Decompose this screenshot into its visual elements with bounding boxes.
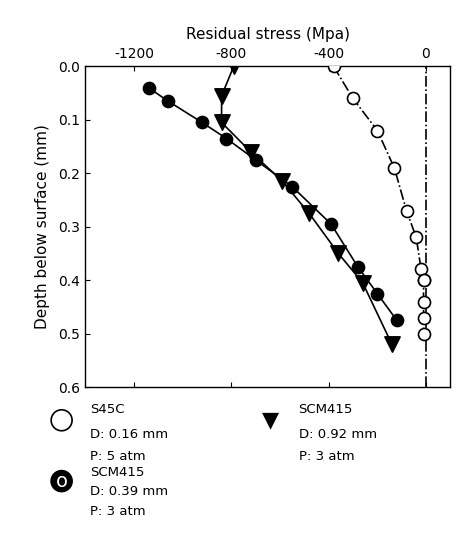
Point [403, 206, 410, 215]
Point [145, 84, 152, 92]
Text: P: 3 atm: P: 3 atm [90, 505, 146, 518]
Point [164, 97, 172, 106]
Point [420, 329, 428, 338]
Text: SCM415: SCM415 [299, 403, 353, 416]
Point [223, 134, 230, 143]
Point [359, 279, 366, 288]
Point [218, 118, 225, 127]
Text: SCM415: SCM415 [90, 466, 145, 479]
Point [279, 177, 286, 186]
X-axis label: Residual stress (Mpa): Residual stress (Mpa) [186, 27, 350, 42]
Text: o: o [55, 472, 68, 491]
Point [420, 297, 428, 306]
Point [330, 62, 337, 71]
Text: D: 0.92 mm: D: 0.92 mm [299, 427, 377, 441]
Point [374, 126, 381, 135]
Point [349, 94, 357, 103]
Point [388, 340, 396, 349]
Point [374, 289, 381, 298]
Y-axis label: Depth below surface (mm): Depth below surface (mm) [35, 124, 50, 329]
Point [335, 249, 342, 258]
Point [327, 220, 335, 228]
Text: P: 3 atm: P: 3 atm [299, 450, 354, 463]
Point [391, 164, 398, 173]
Point [218, 91, 225, 100]
Text: D: 0.16 mm: D: 0.16 mm [90, 427, 168, 441]
Point [230, 62, 237, 71]
Point [247, 148, 255, 156]
Text: o: o [55, 411, 68, 430]
Text: P: 5 atm: P: 5 atm [90, 450, 146, 463]
Text: ▼: ▼ [262, 410, 279, 430]
Point [393, 316, 401, 325]
Point [420, 276, 428, 285]
Point [252, 155, 259, 164]
Point [305, 209, 313, 218]
Text: D: 0.39 mm: D: 0.39 mm [90, 484, 168, 498]
Point [198, 118, 206, 127]
Point [420, 313, 428, 322]
Text: S45C: S45C [90, 403, 125, 416]
Point [412, 233, 420, 242]
Point [417, 265, 425, 274]
Point [354, 263, 362, 272]
Point [288, 182, 296, 191]
Point [420, 276, 428, 285]
